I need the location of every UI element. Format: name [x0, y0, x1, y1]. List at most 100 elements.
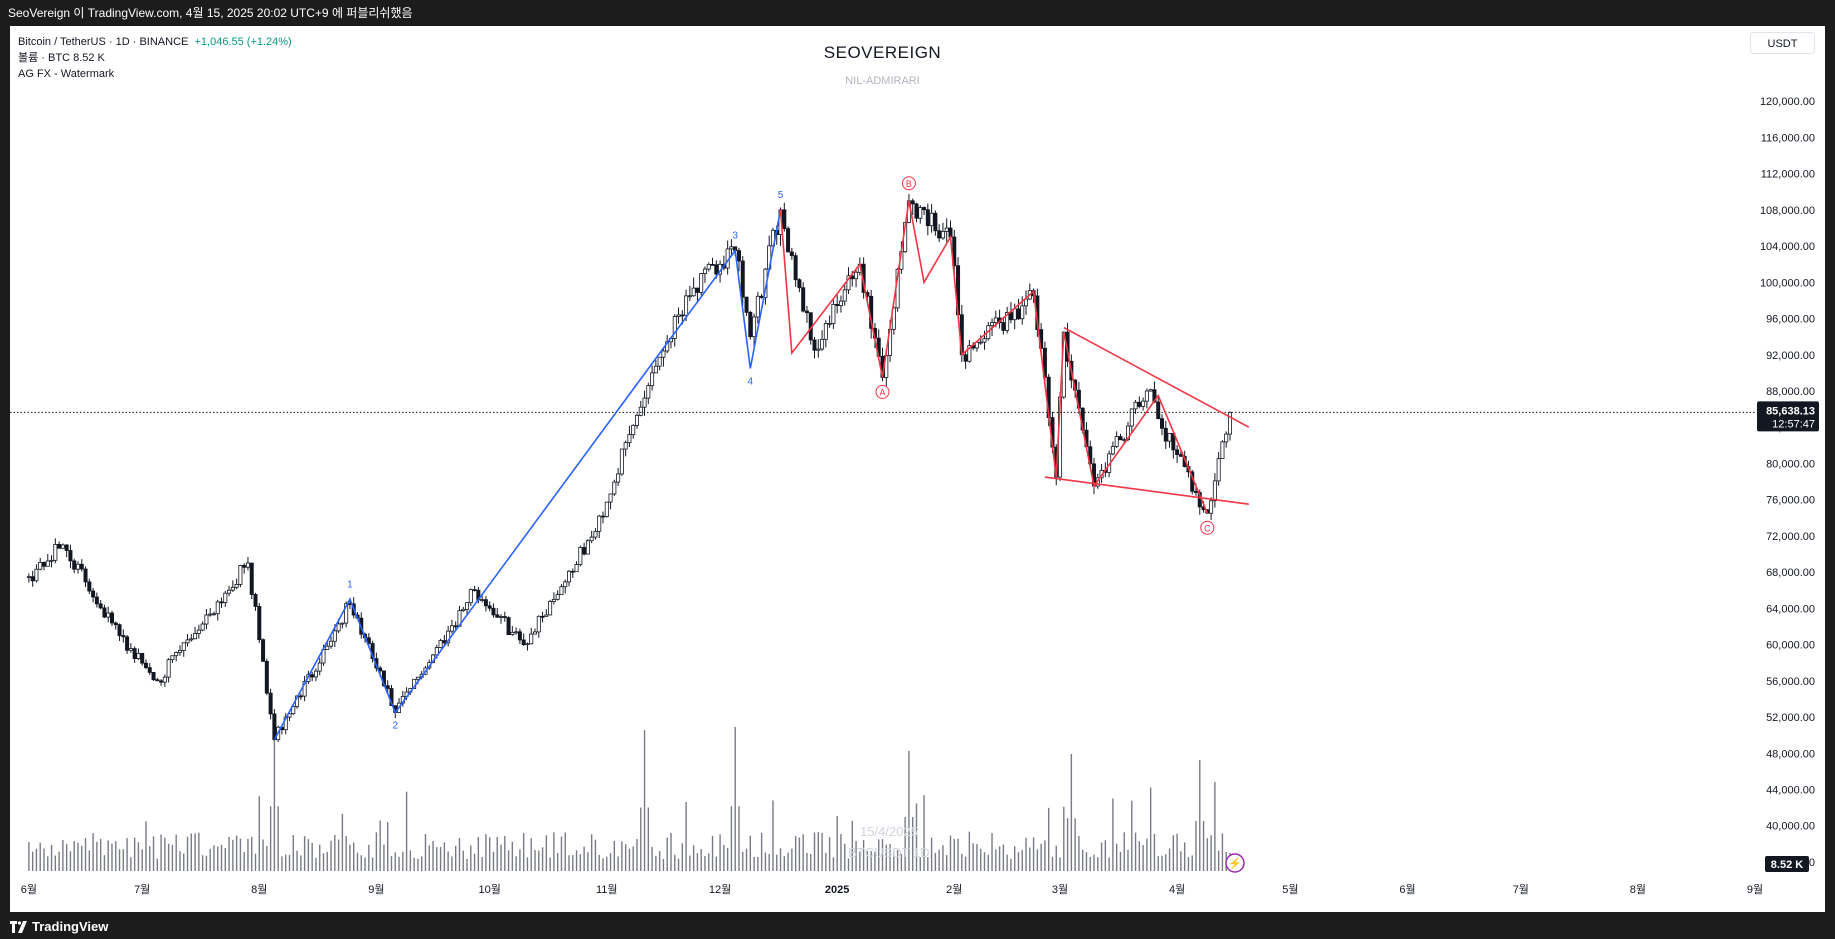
- candle-body: [846, 275, 851, 291]
- candle-body: [585, 540, 590, 555]
- candle-body: [1114, 436, 1119, 447]
- watermark-subtitle: NIL-ADMIRARI: [845, 75, 920, 87]
- candle-body: [657, 356, 662, 367]
- candle-body: [510, 631, 515, 636]
- candle-body: [578, 547, 583, 565]
- price-tick-label: 52,000.00: [1766, 712, 1815, 724]
- current-price-value: 85,638.13: [1766, 405, 1815, 417]
- candle-body: [1141, 400, 1146, 407]
- candle-body: [151, 671, 156, 681]
- candle-body: [627, 434, 632, 444]
- candle-body: [79, 563, 84, 570]
- candle-body: [1175, 449, 1180, 455]
- candle-body: [616, 473, 621, 483]
- candle-body: [155, 679, 160, 682]
- impulse-wave-label: 1: [347, 579, 353, 590]
- candle-body: [91, 590, 96, 598]
- candle-body: [98, 603, 103, 609]
- candle-body: [310, 674, 315, 678]
- candle-body: [170, 655, 175, 661]
- price-tick-label: 76,000.00: [1766, 495, 1815, 507]
- wave-annotations: 1 2 3 4 5 A B C 15/4/2025 BTCUSDT 1D ⚡: [273, 176, 1250, 873]
- candle-body: [944, 227, 949, 232]
- candle-body: [835, 303, 840, 306]
- candle-body: [109, 612, 114, 624]
- indicator-legend[interactable]: AG FX - Watermark: [18, 68, 115, 80]
- candle-body: [238, 564, 243, 585]
- candle-body: [253, 594, 258, 607]
- candle-body: [536, 615, 541, 633]
- candle-body: [752, 316, 757, 338]
- candle-body: [1216, 458, 1221, 482]
- flash-icon-glyph: ⚡: [1228, 857, 1242, 870]
- candle-body: [827, 323, 832, 325]
- candle-body: [181, 642, 186, 651]
- candle-body: [563, 581, 568, 588]
- candle-body: [193, 633, 198, 640]
- candle-body: [1224, 433, 1229, 443]
- price-tick-label: 100,000.00: [1760, 277, 1815, 289]
- volume-badge-value: 8.52 K: [1771, 859, 1803, 871]
- candle-body: [1133, 401, 1138, 410]
- candle-body: [544, 614, 549, 617]
- candle-body: [702, 268, 707, 274]
- candle-body: [336, 623, 341, 632]
- candle-body: [1020, 305, 1025, 320]
- candle-body: [600, 515, 605, 518]
- currency-button[interactable]: USDT: [1750, 32, 1815, 54]
- impulse-wave-label: 4: [748, 376, 754, 387]
- candle-body: [45, 560, 50, 567]
- candle-body: [208, 613, 213, 616]
- candle-body: [922, 207, 927, 211]
- impulse-wave-label: 3: [732, 231, 738, 242]
- candle-body: [1163, 427, 1168, 442]
- candle-body: [570, 570, 575, 573]
- candle-body: [589, 536, 594, 542]
- candle-body: [1042, 347, 1047, 378]
- candle-body: [106, 612, 111, 618]
- candle-body: [30, 576, 35, 582]
- time-tick-label: 3월: [1052, 883, 1068, 896]
- candle-body: [514, 631, 519, 634]
- candle-body: [261, 639, 266, 662]
- candle-body: [525, 643, 530, 646]
- candle-body: [820, 338, 825, 350]
- time-tick-label: 2025: [825, 884, 849, 896]
- candle-body: [257, 606, 262, 641]
- candle-body: [740, 260, 745, 298]
- price-tick-label: 48,000.00: [1766, 748, 1815, 760]
- candle-body: [736, 250, 741, 262]
- candle-body: [653, 365, 658, 374]
- candle-body: [174, 652, 179, 657]
- candle-body: [797, 279, 802, 289]
- candle-body: [914, 203, 919, 219]
- time-tick-label: 4월: [1169, 883, 1185, 896]
- candle-body: [714, 264, 719, 275]
- candle-body: [34, 568, 39, 582]
- price-tick-label: 80,000.00: [1766, 458, 1815, 470]
- volume-legend[interactable]: 볼륨 · BTC 8.52 K: [18, 52, 105, 64]
- candlestick-series: [10, 194, 1755, 743]
- candle-body: [1209, 500, 1214, 514]
- symbol-label[interactable]: Bitcoin / TetherUS · 1D · BINANCE: [18, 36, 189, 48]
- tradingview-logo[interactable]: TradingView: [10, 919, 108, 934]
- price-tick-label: 44,000.00: [1766, 784, 1815, 796]
- price-tick-label: 88,000.00: [1766, 386, 1815, 398]
- candle-body: [461, 608, 466, 612]
- candle-body: [793, 255, 798, 281]
- time-tick-label: 5월: [1282, 883, 1298, 896]
- candle-body: [211, 613, 216, 616]
- price-axis: 120,000.00 116,000.00 112,000.00 108,000.00…: [1757, 96, 1819, 872]
- candle-body: [661, 350, 666, 358]
- candle-body: [499, 616, 504, 618]
- candle-body: [891, 307, 896, 330]
- chart-area[interactable]: 1 2 3 4 5 A B C 15/4/2025 BTCUSDT 1D ⚡ 120,000.00 1…: [10, 26, 1825, 912]
- candle-body: [706, 263, 711, 270]
- candle-body: [634, 414, 639, 426]
- candle-body: [676, 314, 681, 317]
- candle-body: [619, 448, 624, 475]
- candle-body: [113, 622, 118, 626]
- candle-body: [162, 676, 167, 683]
- candle-body: [789, 251, 794, 257]
